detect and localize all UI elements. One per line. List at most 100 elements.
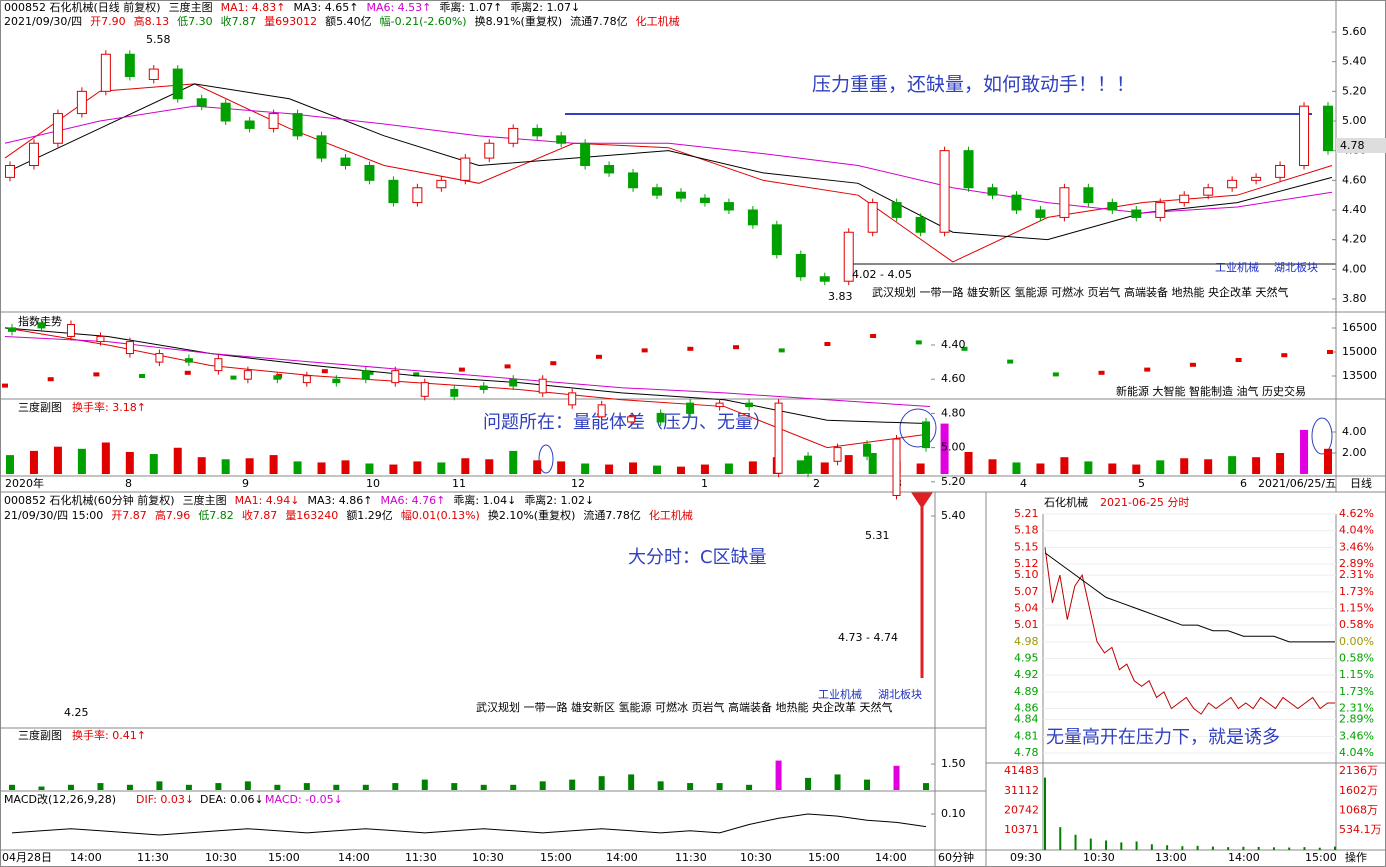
header-field: 幅0.01(0.13%) — [400, 509, 480, 522]
label: 1068万 — [1339, 803, 1378, 816]
volume-bar — [244, 781, 251, 790]
label: 湖北板块 — [1274, 260, 1318, 274]
index-candle — [1098, 370, 1105, 375]
header-field: 量693012 — [264, 15, 318, 28]
x-tick-label: 15:00 — [1305, 851, 1337, 864]
candle — [774, 402, 783, 474]
volume-bar — [569, 779, 576, 790]
candle — [391, 370, 400, 384]
label: 2021-06-25 分时 — [1100, 496, 1189, 509]
header-field: 000852 石化机械(60分钟 前复权) — [4, 494, 175, 507]
y-tick-label: 3.80 — [1342, 292, 1367, 305]
candle — [125, 341, 134, 355]
y-tick-label: 5.15 — [1014, 540, 1039, 553]
volume-bar — [775, 760, 782, 790]
index-candle — [824, 342, 831, 346]
panel-title: 三度副图 — [18, 728, 62, 742]
label: 1.15% — [1339, 601, 1374, 614]
volume-bar — [581, 463, 590, 474]
x-tick-label: 10 — [366, 477, 380, 490]
volume-bar — [1060, 457, 1069, 474]
ma-line — [4, 335, 931, 408]
candle — [37, 322, 46, 329]
volume-bar — [539, 781, 546, 790]
y-tick-label: 5.04 — [1014, 601, 1039, 614]
x-tick-label: 09:30 — [1010, 851, 1042, 864]
candle — [243, 370, 252, 380]
header-field: 流通7.78亿 — [570, 15, 628, 28]
hourly-header2: 21/09/30/四 15:00 开7.87 高7.96 低7.82 收7.87 量163… — [4, 509, 693, 522]
y-tick-label: 5.00 — [1342, 114, 1367, 127]
note: 压力重重，还缺量，如何敢动手！！！ — [812, 74, 1135, 96]
header-field: MA1: 4.83↑ — [220, 1, 286, 14]
index-candle — [687, 346, 694, 351]
volume-bar — [221, 459, 230, 474]
index-candle — [93, 372, 100, 377]
x-tick-label: 2 — [813, 477, 820, 490]
x-tick-label: 15:00 — [808, 851, 840, 864]
y-tick-label: 4.20 — [1342, 233, 1367, 246]
header-field: MA6: 4.53↑ — [366, 1, 432, 14]
circle — [899, 408, 937, 448]
label: 1.73% — [1339, 585, 1374, 598]
arrow — [911, 492, 933, 678]
volume-bar — [1204, 459, 1213, 474]
y-tick-label: 5.01 — [1014, 618, 1039, 631]
ma-line — [4, 83, 1333, 241]
label: 工业机械 — [1215, 260, 1259, 274]
y-tick-label: 4.40 — [941, 338, 966, 351]
candle — [723, 202, 734, 211]
candle — [1107, 202, 1118, 211]
header-field: 流通7.78亿 — [583, 509, 641, 522]
label: 石化机械 — [1044, 495, 1088, 509]
volume-bar — [303, 783, 310, 790]
index-candle — [230, 375, 237, 380]
x-tick-label: 10:30 — [472, 851, 504, 864]
volume-bar — [868, 453, 877, 474]
y-tick-label: 5.40 — [941, 509, 966, 522]
index-candle — [47, 377, 54, 382]
header-field: 2021/09/30/四 — [4, 15, 83, 28]
y-tick-label: 5.40 — [1342, 55, 1367, 68]
candle — [214, 358, 223, 372]
y-tick-label: 4.60 — [1342, 173, 1367, 186]
candle — [52, 113, 63, 144]
header-field: MA1: 4.94↓ — [234, 494, 300, 507]
volume-bar — [341, 460, 350, 474]
y-tick-label: 41483 — [1004, 764, 1039, 777]
price-line — [1044, 547, 1335, 715]
header-field: 化工机械 — [648, 509, 693, 522]
label: 1602万 — [1339, 784, 1378, 797]
volume-bar — [245, 458, 254, 474]
candle — [963, 150, 974, 189]
x-tick-label: 10:30 — [740, 851, 772, 864]
candle — [1251, 176, 1262, 181]
candle — [771, 224, 782, 255]
volume-bar — [421, 779, 428, 790]
y-tick-label: 4.84 — [1014, 713, 1039, 726]
volume-bar — [437, 462, 446, 474]
x-tick-label: 12 — [571, 477, 585, 490]
candle — [1035, 209, 1046, 218]
candle — [987, 187, 998, 196]
header-field: 乖离: 1.04↓ — [453, 494, 517, 507]
label: 4.73 - 4.74 — [838, 631, 898, 644]
y-tick-label: 5.00 — [941, 441, 966, 454]
volume-bar — [126, 784, 133, 790]
label: MACD: -0.05↓ — [265, 793, 343, 806]
x-tick-label: 5 — [1138, 477, 1145, 490]
volume-bar — [6, 455, 14, 474]
volume-bar — [1276, 453, 1285, 474]
ma-line — [4, 83, 1333, 263]
candle — [316, 135, 327, 159]
x-tick-label: 04月28日 — [2, 851, 52, 864]
volume-bar — [1036, 463, 1045, 474]
candle — [1299, 105, 1310, 166]
header-field: 量163240 — [285, 509, 339, 522]
volume-bar — [485, 459, 494, 474]
candle — [292, 113, 303, 137]
label: 工业机械 — [818, 687, 862, 701]
volume-bar — [97, 783, 104, 790]
candle — [436, 179, 447, 189]
